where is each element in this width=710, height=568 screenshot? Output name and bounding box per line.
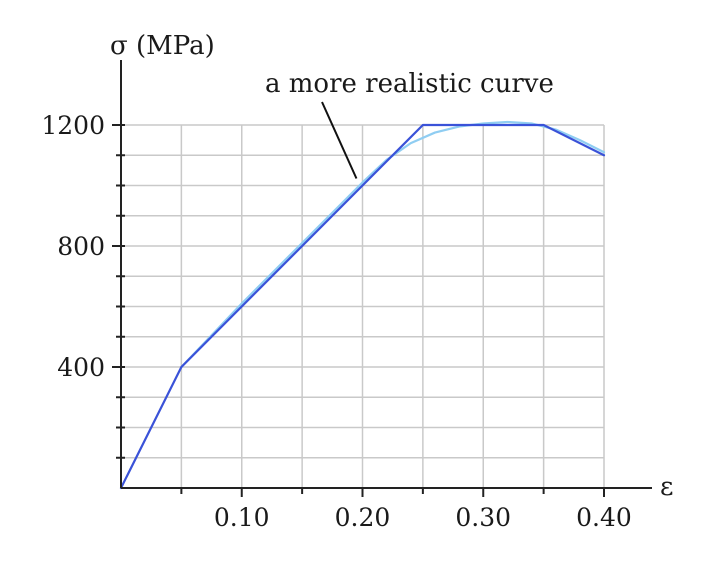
grid (121, 124, 605, 488)
x-tick-label: 0.40 (576, 503, 632, 532)
y-tick-label: 1200 (41, 111, 105, 140)
annotation-pointer (321, 101, 358, 179)
y-tick-label: 400 (57, 353, 105, 382)
x-axis-label: ε (660, 472, 673, 502)
y-tick-label: 800 (57, 232, 105, 261)
series-line-realistic (180, 120, 606, 369)
annotation: a more realistic curve (265, 69, 554, 179)
x-tick-label: 0.20 (335, 503, 391, 532)
series-layer (119, 120, 606, 490)
x-tick-label: 0.10 (214, 503, 270, 532)
series-line-idealized (119, 123, 606, 490)
y-axis-label: σ (MPa) (110, 31, 215, 61)
annotation-label: a more realistic curve (265, 69, 554, 99)
x-tick-label: 0.30 (455, 503, 511, 532)
axis-ticks (112, 124, 605, 497)
tick-labels: 0.10 0.20 0.30 0.40 400 800 1200 (41, 111, 631, 532)
axes (112, 60, 652, 497)
